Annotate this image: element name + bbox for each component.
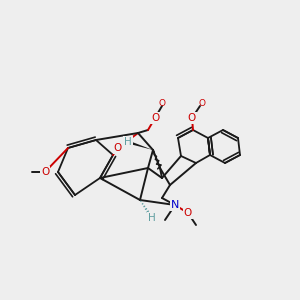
Text: N: N [171, 200, 179, 210]
Text: O: O [158, 98, 166, 107]
Text: O: O [199, 98, 206, 107]
Polygon shape [128, 141, 153, 150]
Text: O: O [184, 208, 192, 218]
Text: O: O [151, 113, 159, 123]
Text: H: H [124, 137, 132, 147]
Text: O: O [114, 143, 122, 153]
Polygon shape [113, 147, 119, 155]
Text: O: O [188, 113, 196, 123]
Text: H: H [148, 213, 156, 223]
Text: O: O [41, 167, 49, 177]
